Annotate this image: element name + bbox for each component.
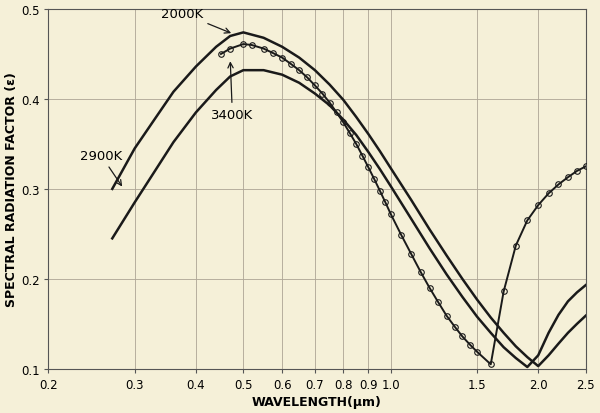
Y-axis label: SPECTRAL RADIATION FACTOR (ε): SPECTRAL RADIATION FACTOR (ε) (5, 72, 18, 306)
X-axis label: WAVELENGTH(μm): WAVELENGTH(μm) (252, 395, 382, 408)
Text: 2900K: 2900K (80, 150, 122, 186)
Text: 2000K: 2000K (161, 8, 230, 34)
Text: 3400K: 3400K (211, 64, 254, 122)
